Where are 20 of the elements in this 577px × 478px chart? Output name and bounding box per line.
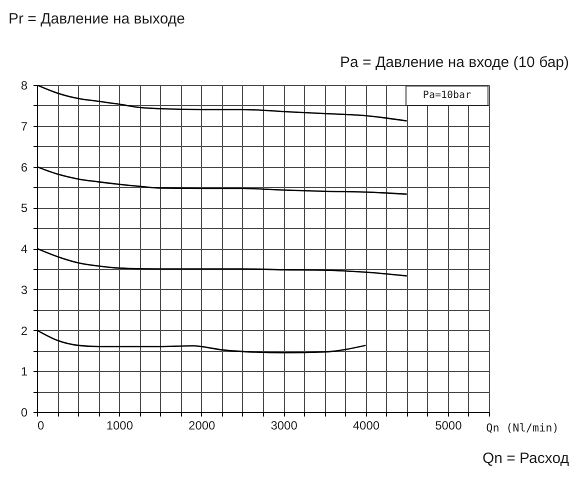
x-tick-label: 4000 (352, 418, 380, 432)
y-tick-label: 8 (20, 78, 28, 92)
y-tick-label: 5 (20, 201, 28, 216)
y-tick-label: 0 (20, 406, 28, 420)
y-tick-label: 2 (20, 324, 28, 338)
y-axis-title: Pr = Давление на выходе (8, 10, 185, 28)
y-tick-label: 4 (20, 242, 28, 256)
y-tick-label: 1 (20, 364, 28, 379)
x-tick-label: 1000 (106, 418, 134, 432)
x-axis-title: Qn (Nl/min) (486, 422, 559, 434)
annotation: Pa=10bar (422, 90, 472, 102)
x-tick-label: 5000 (435, 418, 462, 432)
x-tick-label: 2000 (188, 418, 216, 432)
x-tick-label: 3000 (270, 418, 298, 432)
y-tick-label: 7 (20, 119, 28, 134)
x-tick-label: 0 (38, 418, 44, 432)
chart-title: Pa = Давление на входе (10 бар) (340, 54, 569, 71)
y-tick-label: 6 (20, 160, 28, 174)
text: Qn = Расход (482, 450, 570, 467)
y-tick-label: 3 (20, 282, 28, 297)
